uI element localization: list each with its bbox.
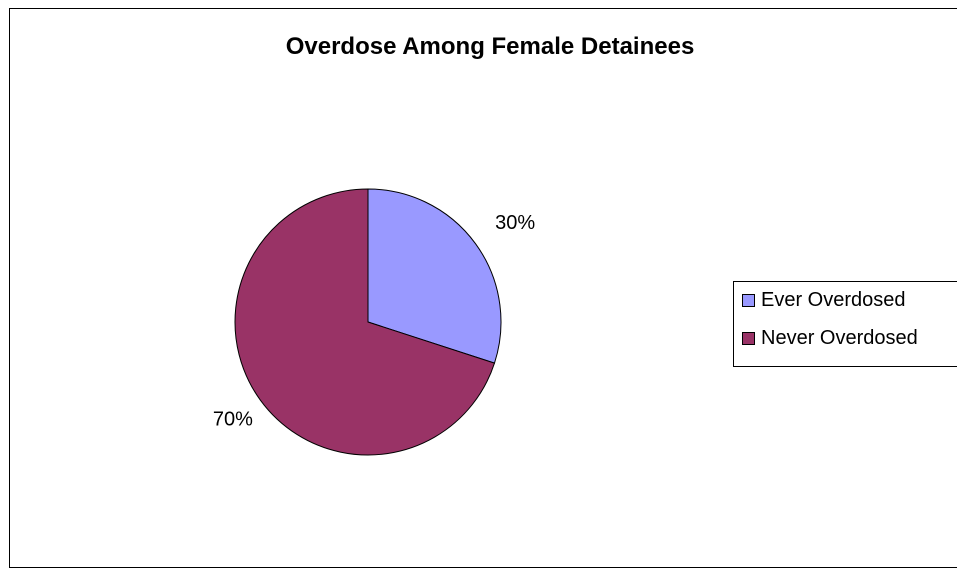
legend-item-ever-overdosed: Ever Overdosed: [742, 288, 906, 312]
chart-title: Overdose Among Female Detainees: [285, 33, 695, 60]
pie-chart: 30% 70%: [213, 188, 535, 456]
data-label-ever-overdosed: 30%: [495, 212, 535, 234]
pie-slice-ever-overdosed: [367, 188, 502, 364]
legend-label-never-overdosed: Never Overdosed: [761, 326, 918, 349]
data-label-never-overdosed: 70%: [213, 408, 253, 430]
pie-slice-never-overdosed: [234, 188, 496, 456]
legend-label-ever-overdosed: Ever Overdosed: [761, 288, 906, 311]
legend-item-never-overdosed: Never Overdosed: [742, 326, 918, 350]
legend: Ever Overdosed Never Overdosed: [733, 281, 957, 367]
legend-swatch-never-overdosed: [742, 331, 755, 345]
legend-swatch-ever-overdosed: [742, 293, 755, 307]
